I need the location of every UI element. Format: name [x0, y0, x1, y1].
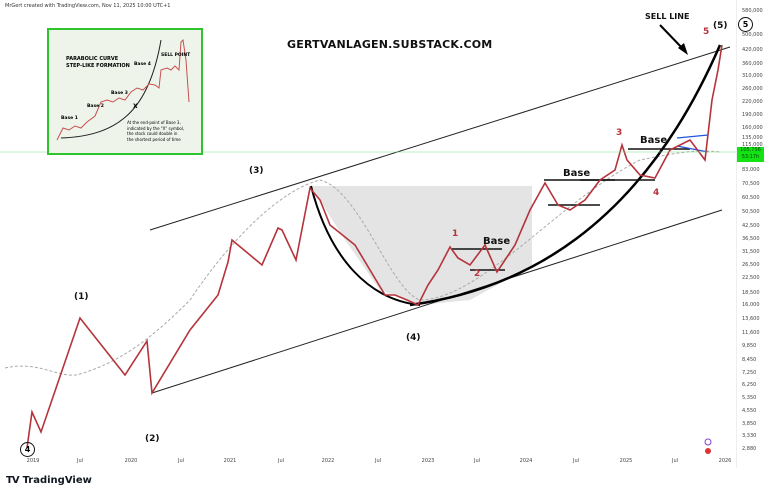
y-tick: 500,000	[742, 32, 763, 38]
y-tick: 310,000	[742, 73, 763, 79]
wave-5-label: (5)	[713, 21, 728, 31]
y-tick: 36,500	[742, 236, 760, 242]
y-tick: 60,500	[742, 195, 760, 201]
y-tick: 2,880	[742, 446, 757, 452]
y-tick: 9,850	[742, 343, 757, 349]
y-tick: 360,000	[742, 61, 763, 67]
price-axis[interactable]	[736, 0, 768, 468]
y-tick: 160,000	[742, 125, 763, 131]
current-price: 105,756	[740, 147, 761, 153]
y-tick: 31,500	[742, 249, 760, 255]
wave-4-label: (4)	[406, 333, 421, 343]
y-tick: 26,500	[742, 262, 760, 268]
x-tick: Jul	[76, 458, 84, 464]
y-tick: 13,600	[742, 316, 760, 322]
x-tick: Jul	[277, 458, 285, 464]
inset-title-2: STEP-LIKE FORMATION	[66, 63, 130, 69]
y-tick: 580,000	[742, 8, 763, 14]
bar-countdown: 53:17h	[741, 154, 760, 160]
y-tick: 83,000	[742, 167, 760, 173]
x-tick: Jul	[572, 458, 580, 464]
inset-note-4: the shortest period of time	[127, 136, 181, 142]
base-label-1: Base	[483, 236, 511, 247]
y-tick: 3,330	[742, 433, 757, 439]
wave-3-label: (3)	[249, 166, 264, 176]
wave-2-label: (2)	[145, 434, 160, 444]
y-tick: 115,000	[742, 142, 763, 148]
red-wave-3: 3	[616, 128, 623, 138]
y-tick: 420,000	[742, 47, 763, 53]
inset-note-3: the stock could double in	[127, 131, 178, 136]
y-tick: 4,550	[742, 408, 757, 414]
y-tick: 22,500	[742, 275, 760, 281]
y-tick: 7,250	[742, 370, 757, 376]
inset-base-1: Base 1	[61, 116, 78, 121]
y-tick: 220,000	[742, 99, 763, 105]
x-tick: 2021	[223, 458, 237, 464]
x-tick: 2023	[421, 458, 435, 464]
y-tick: 8,450	[742, 357, 757, 363]
red-wave-4: 4	[653, 188, 660, 198]
tradingview-logo-icon: TV	[6, 475, 20, 486]
x-tick: Jul	[671, 458, 679, 464]
x-tick: 2026	[718, 458, 732, 464]
x-tick: Jul	[177, 458, 185, 464]
y-tick: 190,000	[742, 112, 763, 118]
inset-x-symbol: X	[133, 103, 138, 110]
y-tick: 11,600	[742, 330, 760, 336]
base-label-2: Base	[563, 168, 591, 179]
circled-5: 5	[738, 17, 753, 32]
wave-1-label: (1)	[74, 292, 89, 302]
x-tick: 2024	[519, 458, 533, 464]
tradingview-brand[interactable]: TV TradingView	[6, 475, 92, 486]
x-tick: 2020	[124, 458, 138, 464]
base-label-3: Base	[640, 135, 668, 146]
red-wave-5: 5	[703, 27, 710, 37]
y-tick: 50,500	[742, 209, 760, 215]
y-tick: 3,850	[742, 421, 757, 427]
inset-note-1: At the end-point of Base 3,	[127, 120, 181, 125]
y-tick: 5,350	[742, 395, 757, 401]
inset-base-2: Base 2	[87, 104, 104, 109]
y-tick: 16,000	[742, 302, 760, 308]
y-tick: 6,250	[742, 382, 757, 388]
brand-name: TradingView	[22, 475, 92, 486]
sell-line-label: SELL LINE	[645, 12, 690, 21]
y-tick: 135,000	[742, 135, 763, 141]
y-tick: 260,000	[742, 86, 763, 92]
current-price-tag: 105,756 53:17h	[737, 147, 764, 162]
x-tick: Jul	[374, 458, 382, 464]
inset-note-2: indicated by the "X" symbol,	[127, 125, 185, 131]
inset-base-3: Base 3	[111, 91, 128, 96]
circled-4: 4	[20, 442, 35, 457]
y-tick: 70,500	[742, 181, 760, 187]
inset-base-4: Base 4	[134, 62, 151, 67]
chart-caption: MrGert created with TradingView.com, Nov…	[5, 3, 171, 9]
x-tick: 2019	[26, 458, 40, 464]
parabolic-inset: PARABOLIC CURVE STEP-LIKE FORMATION Base…	[47, 28, 203, 155]
x-tick: 2022	[321, 458, 335, 464]
red-wave-1: 1	[452, 229, 459, 239]
y-tick: 42,500	[742, 223, 760, 229]
watermark-site: GERTVANLAGEN.SUBSTACK.COM	[287, 38, 493, 51]
x-tick: 2025	[619, 458, 633, 464]
inset-title-1: PARABOLIC CURVE	[66, 56, 119, 62]
inset-sell-point: SELL POINT	[161, 53, 191, 58]
red-wave-2: 2	[474, 269, 481, 279]
y-tick: 18,500	[742, 290, 760, 296]
x-tick: Jul	[473, 458, 481, 464]
